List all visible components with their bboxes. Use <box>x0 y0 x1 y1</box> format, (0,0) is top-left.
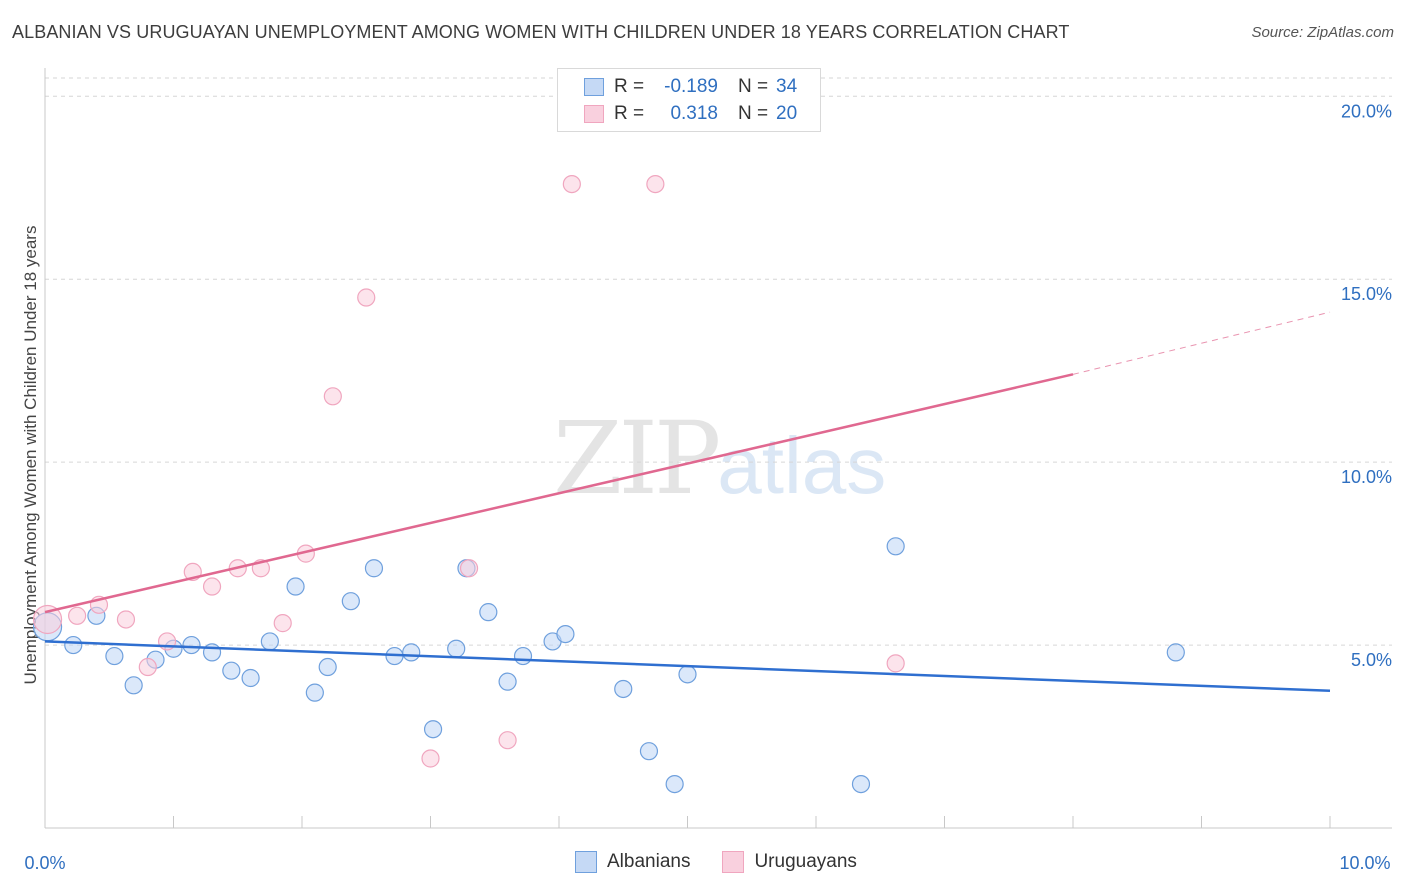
y-tick-label: 5.0% <box>1351 650 1392 670</box>
albanians-point <box>639 742 659 761</box>
chart-title: ALBANIAN VS URUGUAYAN UNEMPLOYMENT AMONG… <box>12 22 1070 42</box>
albanians-point <box>64 635 83 655</box>
uruguayans-point <box>323 387 342 406</box>
n-value: 20 <box>776 103 798 124</box>
x-tick-label: 0.0% <box>24 853 65 873</box>
x-tick-label: 10.0% <box>1339 853 1390 873</box>
albanians-point <box>423 720 443 739</box>
uruguayans-point <box>202 577 222 596</box>
legend-label-albanians: Albanians <box>607 851 691 872</box>
y-tick-label: 15.0% <box>1341 284 1392 304</box>
n-value: 34 <box>776 76 798 97</box>
r-value: 0.318 <box>670 103 718 124</box>
uruguayans-point <box>273 614 292 633</box>
albanians-point <box>851 774 871 794</box>
uruguayans-point <box>116 610 136 629</box>
r-label: R = <box>614 103 645 124</box>
albanians-point <box>318 657 337 677</box>
uruguayans-legend-swatch <box>722 851 745 873</box>
uruguayans-trendline-extension <box>1072 311 1331 375</box>
legend-item-uruguayans: Uruguayans <box>722 851 857 873</box>
albanians-trendline <box>44 640 1331 693</box>
correlation-legend: R = -0.189 N = 34 R = 0.318 N = 20 <box>557 68 821 132</box>
legend-item-albanians: Albanians <box>575 851 690 873</box>
albanians-legend-swatch <box>575 851 597 873</box>
source-label: Source: ZipAtlas.com <box>1251 24 1394 41</box>
albanians-point <box>556 624 575 644</box>
albanians-point <box>498 672 517 691</box>
albanians-point <box>886 537 905 556</box>
albanians-point <box>260 632 279 651</box>
albanians-point <box>614 679 633 699</box>
albanians-point <box>286 577 305 596</box>
uruguayans-point <box>421 749 440 768</box>
albanians-point <box>364 559 384 578</box>
r-value: -0.189 <box>664 76 718 97</box>
legend-row-albanians: R = -0.189 N = 34 <box>584 75 797 99</box>
uruguayans-point <box>886 654 905 673</box>
albanians-point <box>341 592 360 611</box>
y-tick-label: 10.0% <box>1341 467 1392 487</box>
watermark-zip: ZIP <box>553 400 721 517</box>
uruguayans-trendline <box>44 373 1074 614</box>
uruguayans-swatch <box>584 105 604 123</box>
albanians-point <box>182 635 201 655</box>
albanians-point <box>447 639 466 658</box>
uruguayans-point <box>498 731 517 750</box>
albanians-point <box>513 646 533 666</box>
albanians-point <box>105 646 124 666</box>
n-label: N = <box>738 103 769 124</box>
albanians-point <box>678 665 697 684</box>
uruguayans-point <box>562 174 581 194</box>
uruguayans-point <box>459 559 479 578</box>
uruguayans-point <box>357 288 376 307</box>
legend-label-uruguayans: Uruguayans <box>754 851 857 872</box>
albanians-point <box>665 774 684 794</box>
uruguayans-point <box>68 606 87 625</box>
y-axis-label: Unemployment Among Women with Children U… <box>21 226 40 685</box>
legend-row-uruguayans: R = 0.318 N = 20 <box>584 102 797 126</box>
albanians-point <box>402 643 421 662</box>
albanians-point <box>1166 643 1185 662</box>
albanians-point <box>241 668 260 688</box>
albanians-point <box>305 683 324 702</box>
n-label: N = <box>738 76 769 97</box>
series-legend: Albanians Uruguayans <box>575 851 889 873</box>
r-label: R = <box>614 76 645 97</box>
uruguayans-point <box>138 657 157 677</box>
albanians-swatch <box>584 78 604 96</box>
uruguayans-point <box>32 604 63 635</box>
albanians-point <box>124 676 143 695</box>
uruguayans-point <box>646 174 665 194</box>
albanians-point <box>479 603 498 622</box>
y-tick-label: 20.0% <box>1341 101 1392 121</box>
watermark: ZIPatlas <box>553 400 886 517</box>
albanians-point <box>222 661 241 680</box>
